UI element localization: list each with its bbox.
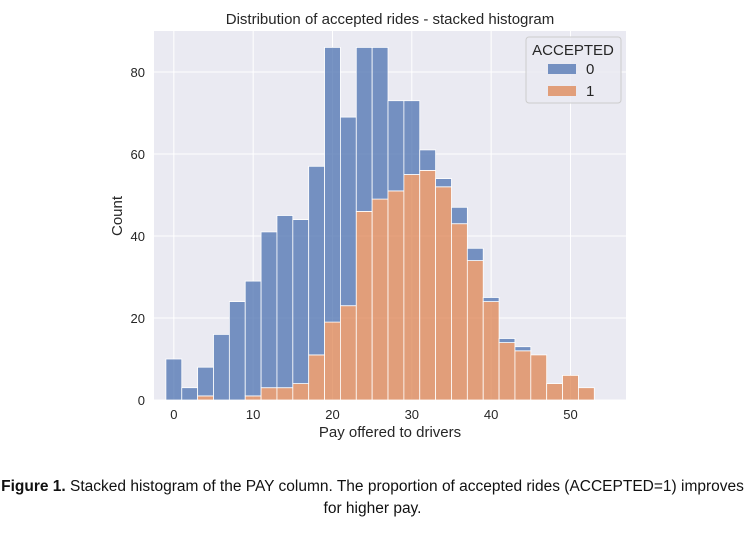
- legend-label-1: 1: [586, 83, 594, 100]
- bar-accepted-1-bin-20: [482, 301, 500, 401]
- bar-accepted-0-bin-15: [403, 100, 421, 175]
- bar-accepted-0-bin-0: [165, 358, 183, 401]
- bar-accepted-1-bin-19: [466, 260, 484, 401]
- bar-accepted-1-bin-6: [260, 387, 278, 401]
- bar-accepted-1-bin-5: [244, 395, 262, 401]
- bar-accepted-1-bin-2: [197, 395, 214, 401]
- bar-accepted-0-bin-12: [355, 47, 373, 212]
- chart-title: Distribution of accepted rides - stacked…: [226, 11, 554, 28]
- bar-accepted-0-bin-2: [197, 366, 214, 397]
- bar-accepted-0-bin-13: [371, 47, 389, 200]
- x-tick-label-0: 0: [170, 407, 177, 422]
- tick-labels: 0 10 20 30 40 50 0 20 40 60 80: [131, 65, 578, 422]
- x-tick-label-1: 10: [246, 407, 260, 422]
- bar-accepted-1-bin-10: [324, 321, 341, 401]
- x-tick-label-4: 40: [484, 407, 498, 422]
- bar-accepted-1-bin-21: [498, 342, 516, 401]
- bar-accepted-0-bin-4: [228, 301, 246, 401]
- bar-accepted-0-bin-7: [276, 215, 294, 389]
- bar-accepted-1-bin-26: [578, 387, 595, 401]
- y-axis-label: Count: [109, 195, 126, 236]
- bar-accepted-0-bin-22: [514, 346, 532, 352]
- bar-accepted-0-bin-19: [466, 247, 484, 262]
- bar-accepted-1-bin-25: [562, 374, 579, 401]
- bar-accepted-1-bin-9: [308, 354, 325, 401]
- legend: ACCEPTED 0 1: [525, 36, 622, 104]
- bar-accepted-1-bin-22: [514, 350, 532, 401]
- x-tick-label-3: 30: [405, 407, 419, 422]
- legend-label-0: 0: [586, 61, 594, 78]
- y-tick-label-3: 60: [131, 147, 145, 162]
- legend-title: ACCEPTED: [532, 42, 614, 59]
- bar-accepted-1-bin-12: [355, 210, 373, 401]
- bar-accepted-0-bin-8: [292, 219, 310, 385]
- bar-accepted-0-bin-5: [244, 280, 262, 397]
- bar-accepted-1-bin-23: [530, 354, 548, 401]
- bar-accepted-0-bin-10: [324, 47, 341, 323]
- legend-swatch-0: [548, 64, 576, 74]
- bar-accepted-0-bin-9: [308, 165, 325, 356]
- bar-accepted-0-bin-6: [260, 231, 278, 389]
- bar-accepted-1-bin-15: [403, 174, 421, 401]
- bar-accepted-1-bin-18: [451, 223, 468, 401]
- bar-accepted-1-bin-14: [387, 190, 405, 401]
- bars: [165, 47, 595, 401]
- x-tick-label-2: 20: [325, 407, 339, 422]
- bar-accepted-0-bin-20: [482, 297, 500, 302]
- x-tick-label-5: 50: [563, 407, 577, 422]
- y-tick-label-2: 40: [131, 229, 145, 244]
- legend-swatch-1: [548, 86, 576, 96]
- x-axis-label: Pay offered to drivers: [319, 424, 461, 441]
- bar-accepted-1-bin-13: [371, 198, 389, 401]
- bar-accepted-0-bin-11: [340, 116, 357, 307]
- bar-accepted-1-bin-17: [435, 186, 452, 401]
- bar-accepted-0-bin-16: [419, 149, 437, 171]
- bar-accepted-0-bin-3: [213, 333, 230, 401]
- bar-accepted-0-bin-1: [181, 387, 199, 401]
- bar-accepted-0-bin-17: [435, 178, 452, 188]
- bar-accepted-0-bin-14: [387, 100, 405, 192]
- bar-accepted-0-bin-18: [451, 206, 468, 225]
- y-tick-label-1: 20: [131, 311, 145, 326]
- caption-text: Stacked histogram of the PAY column. The…: [65, 478, 744, 517]
- bar-accepted-1-bin-24: [546, 383, 563, 401]
- histogram-chart: 0 10 20 30 40 50 0 20 40 60 80 Distribution of acc…: [109, 11, 626, 441]
- bar-accepted-1-bin-16: [419, 169, 437, 401]
- bar-accepted-1-bin-7: [276, 387, 294, 401]
- y-tick-label-0: 0: [138, 393, 145, 408]
- caption-label: Figure 1.: [1, 478, 66, 495]
- figure-caption: Figure 1. Stacked histogram of the PAY c…: [0, 476, 745, 520]
- bar-accepted-1-bin-8: [292, 383, 310, 401]
- bar-accepted-0-bin-21: [498, 338, 516, 343]
- y-tick-label-4: 80: [131, 65, 145, 80]
- bar-accepted-1-bin-11: [340, 305, 357, 401]
